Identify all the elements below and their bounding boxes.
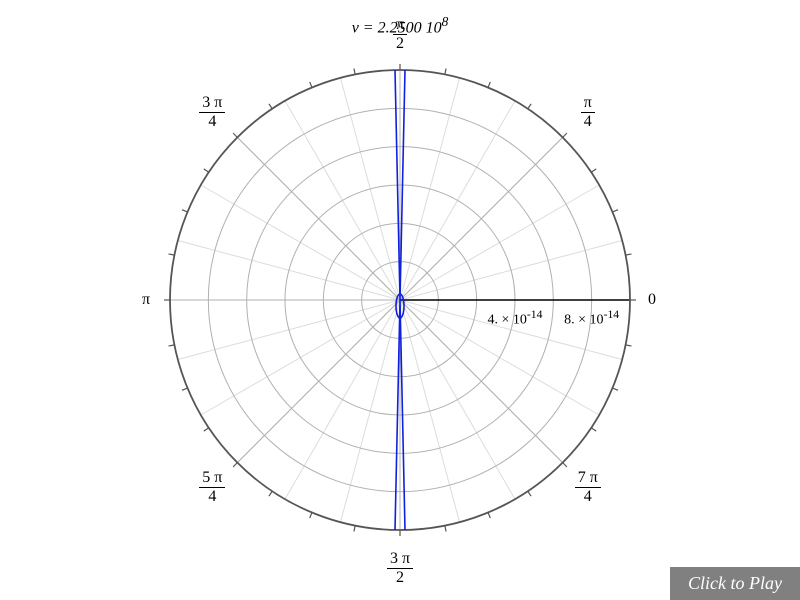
chart-container: v = 2.2500 108 Click to Play π2π407 π43 …: [0, 0, 800, 600]
radial-axis-label: 8. × 10-14: [564, 308, 619, 329]
angle-label: 5 π4: [199, 470, 225, 505]
angle-label: 7 π4: [575, 470, 601, 505]
angle-label: 0: [648, 291, 656, 309]
play-button-label: Click to Play: [688, 573, 782, 593]
polar-chart: [0, 0, 800, 600]
angle-label: π4: [581, 95, 595, 130]
angle-label: 3 π2: [387, 551, 413, 586]
radial-axis-label: 4. × 10-14: [488, 308, 543, 329]
play-button[interactable]: Click to Play: [668, 565, 800, 600]
angle-label: π: [142, 291, 150, 309]
angle-label: 3 π4: [199, 95, 225, 130]
angle-label: π2: [393, 17, 407, 52]
